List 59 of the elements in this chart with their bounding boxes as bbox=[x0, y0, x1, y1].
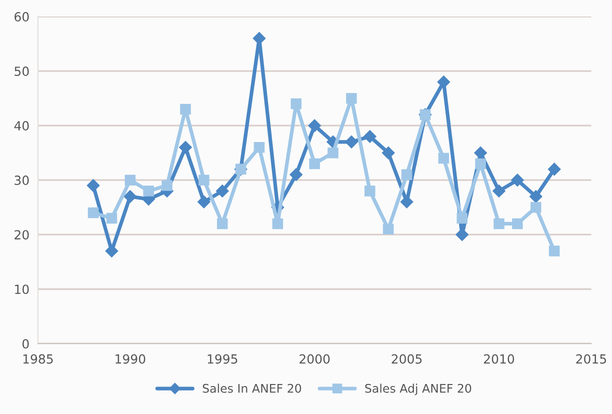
point bbox=[254, 142, 265, 153]
y-tick-label: 60 bbox=[14, 12, 29, 22]
point bbox=[198, 174, 210, 186]
x-tick-label: 1995 bbox=[208, 354, 238, 364]
point bbox=[456, 228, 469, 242]
point bbox=[124, 174, 136, 186]
point bbox=[162, 180, 172, 191]
point bbox=[106, 212, 118, 224]
x-tick-label: 2000 bbox=[300, 354, 330, 364]
point bbox=[475, 158, 486, 170]
y-tick-label: 30 bbox=[14, 176, 29, 186]
point bbox=[511, 174, 524, 187]
point bbox=[180, 104, 191, 115]
point bbox=[456, 212, 468, 224]
point bbox=[363, 130, 376, 143]
y-tick-label: 10 bbox=[15, 284, 29, 294]
point bbox=[124, 190, 137, 203]
point bbox=[216, 218, 228, 230]
point bbox=[309, 158, 320, 170]
point bbox=[437, 76, 450, 88]
point bbox=[345, 136, 358, 148]
legend-label: Sales Adj ANEF 20 bbox=[365, 384, 472, 396]
x-tick-label: 1990 bbox=[116, 354, 146, 364]
point bbox=[86, 179, 100, 192]
y-tick-label: 40 bbox=[14, 121, 29, 131]
point bbox=[548, 246, 560, 256]
y-tick-label: 50 bbox=[14, 66, 29, 76]
point bbox=[272, 218, 284, 230]
x-tick-label: 2010 bbox=[484, 354, 514, 364]
point bbox=[88, 207, 99, 218]
point bbox=[290, 98, 302, 110]
point bbox=[529, 190, 542, 203]
point bbox=[492, 184, 506, 198]
point bbox=[216, 184, 229, 198]
point bbox=[198, 195, 210, 208]
y-tick-label: 20 bbox=[14, 230, 29, 240]
point bbox=[438, 152, 450, 164]
point bbox=[105, 244, 118, 258]
point bbox=[494, 218, 504, 230]
point bbox=[364, 186, 376, 196]
point bbox=[346, 92, 357, 104]
legend-label: Sales In ANEF 20 bbox=[202, 384, 302, 393]
point bbox=[548, 162, 561, 176]
point bbox=[143, 186, 154, 196]
x-tick-label: 2015 bbox=[576, 354, 606, 364]
x-tick-label: 2005 bbox=[392, 354, 422, 364]
point bbox=[474, 146, 487, 160]
point bbox=[179, 140, 192, 154]
point bbox=[328, 147, 338, 158]
point bbox=[252, 32, 266, 45]
y-tick-label: 0 bbox=[22, 339, 29, 349]
x-tick-label: 1985 bbox=[23, 354, 53, 364]
point bbox=[382, 146, 395, 160]
point bbox=[512, 218, 523, 230]
point bbox=[308, 119, 321, 132]
point bbox=[382, 224, 394, 235]
point bbox=[401, 169, 412, 180]
point bbox=[290, 168, 303, 182]
point bbox=[530, 202, 542, 213]
